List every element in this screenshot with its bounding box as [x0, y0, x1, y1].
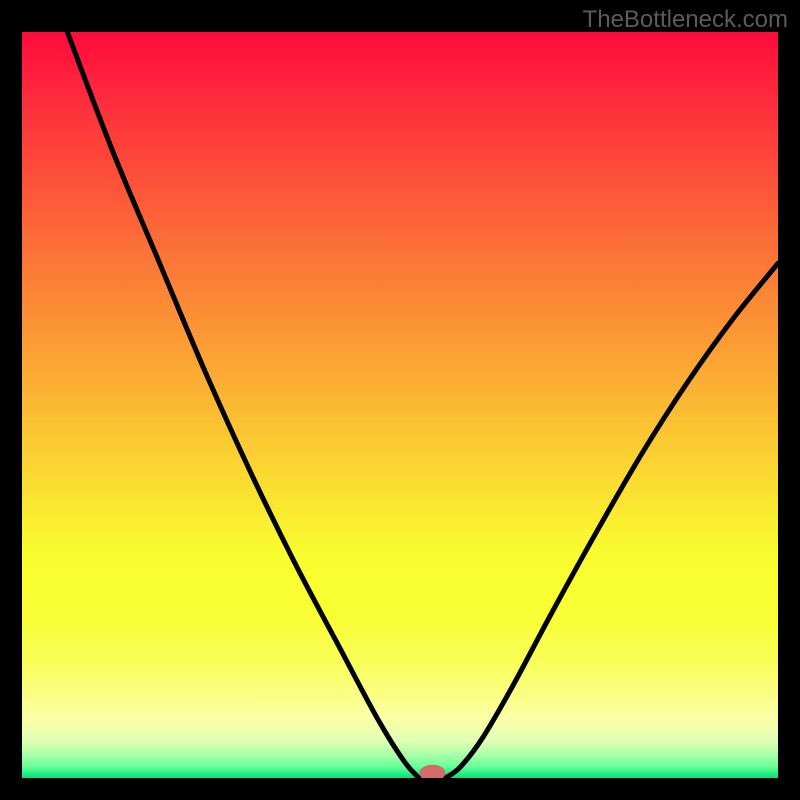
curve-layer: [22, 32, 778, 778]
curve-right-branch: [445, 263, 778, 778]
watermark-text: TheBottleneck.com: [583, 6, 788, 34]
plot-area: [22, 32, 778, 778]
bottleneck-marker: [420, 765, 446, 778]
curve-left-branch: [67, 32, 419, 778]
chart-frame: TheBottleneck.com: [0, 0, 800, 800]
